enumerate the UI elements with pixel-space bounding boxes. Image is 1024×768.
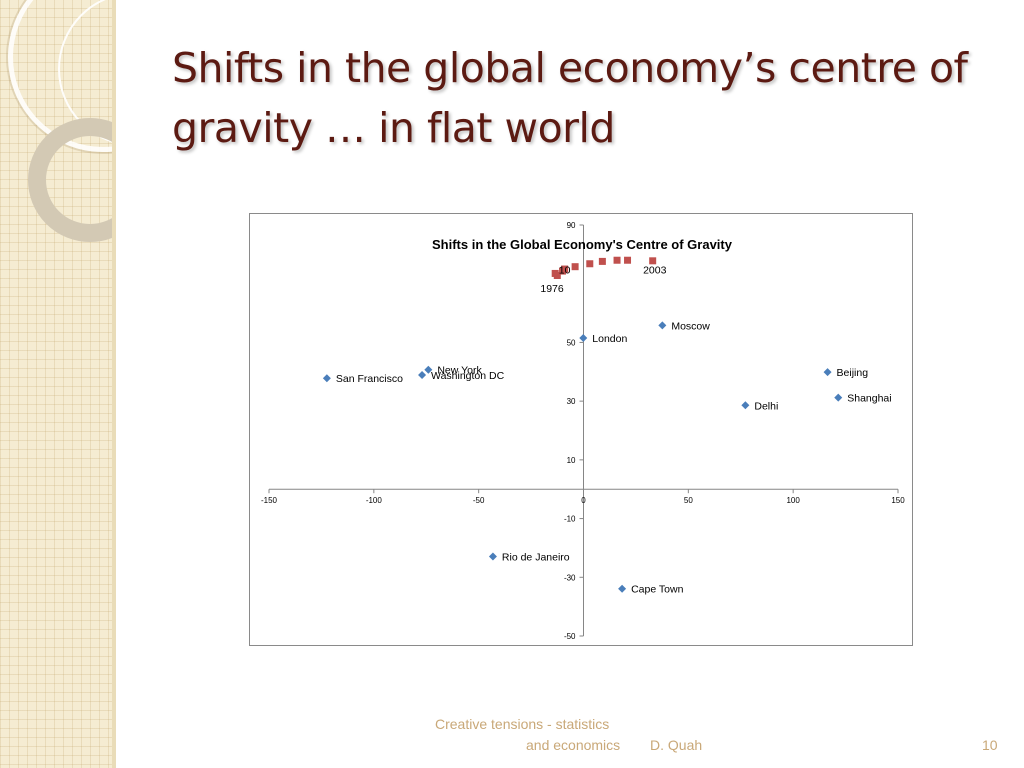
x-tick-label: 0 — [581, 496, 586, 505]
page-number: 10 — [982, 737, 998, 753]
city-point — [823, 368, 832, 377]
gravity-centre-point — [571, 263, 579, 271]
decorative-ring — [28, 118, 112, 242]
city-point — [834, 393, 843, 402]
gravity-centre-point — [553, 271, 561, 279]
city-label: Delhi — [754, 400, 778, 412]
city-point — [424, 365, 433, 374]
gravity-centre-point — [561, 265, 569, 273]
footer-course-line2: and economics — [526, 737, 621, 753]
chart-title: Shifts in the Global Economy's Centre of… — [432, 237, 733, 252]
city-label: Cape Town — [631, 584, 684, 596]
slide-title: Shifts in the global economy’s centre of… — [172, 44, 968, 152]
x-tick-label: 100 — [786, 496, 800, 505]
city-point — [741, 401, 750, 410]
city-label: Rio de Janeiro — [502, 551, 570, 563]
y-tick-label: 50 — [567, 338, 576, 347]
scatter-chart: -150 -100 -50 0 50 100 150 90 50 30 10 -10 -30 -50 Sa… — [261, 221, 905, 641]
gravity-centre-point — [586, 260, 594, 268]
axes: -150 -100 -50 0 50 100 150 90 50 30 10 -10 -30 -50 — [261, 221, 905, 641]
city-label: Washington DC — [431, 370, 505, 382]
x-tick-label: 50 — [684, 496, 693, 505]
city-point — [618, 584, 627, 593]
x-tick-label: 150 — [891, 496, 905, 505]
city-point — [322, 374, 331, 383]
y-tick-label: 10 — [567, 456, 576, 465]
city-point — [579, 334, 588, 343]
x-tick-label: -50 — [473, 496, 485, 505]
city-point — [418, 371, 427, 380]
y-tick-label: -50 — [564, 632, 576, 641]
city-label: Moscow — [671, 320, 710, 332]
decorative-sidebar — [0, 0, 112, 768]
year-annotation: 10 — [559, 265, 571, 277]
chart-container: -150 -100 -50 0 50 100 150 90 50 30 10 -10 -30 -50 Sa… — [249, 213, 913, 646]
city-label: San Francisco — [336, 373, 403, 385]
x-tick-label: -150 — [261, 496, 278, 505]
data-points — [322, 256, 843, 593]
city-point — [658, 321, 667, 330]
x-tick-label: -100 — [366, 496, 383, 505]
gravity-centre-point — [649, 257, 657, 265]
y-tick-label: 90 — [567, 221, 576, 230]
gravity-centre-point — [624, 256, 632, 264]
city-point — [488, 552, 497, 561]
footer-author: D. Quah — [650, 737, 703, 753]
year-annotation: 1976 — [540, 283, 564, 295]
y-tick-label: -30 — [564, 573, 576, 582]
city-label: New York — [437, 365, 482, 377]
footer-course-line1: Creative tensions - statistics — [435, 716, 610, 732]
sidebar-edge — [112, 0, 116, 768]
gravity-centre-point — [613, 256, 621, 264]
city-label: London — [592, 333, 627, 345]
y-tick-label: 30 — [567, 397, 576, 406]
year-annotation: 2003 — [643, 265, 667, 277]
city-label: Shanghai — [847, 393, 891, 405]
y-tick-label: -10 — [564, 515, 576, 524]
gravity-centre-point — [598, 257, 606, 265]
city-label: Beijing — [837, 367, 869, 379]
